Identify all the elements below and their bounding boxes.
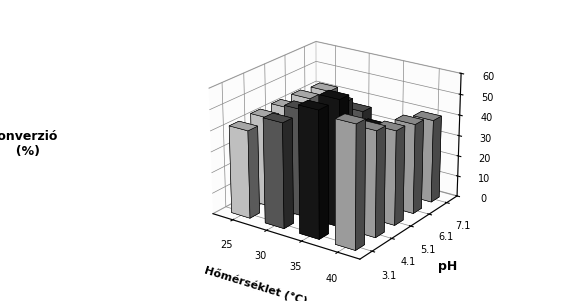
Text: Konverzió
  (%): Konverzió (%): [0, 130, 58, 159]
Y-axis label: pH: pH: [437, 260, 457, 273]
X-axis label: Hőmérséklet (°C): Hőmérséklet (°C): [203, 265, 308, 301]
